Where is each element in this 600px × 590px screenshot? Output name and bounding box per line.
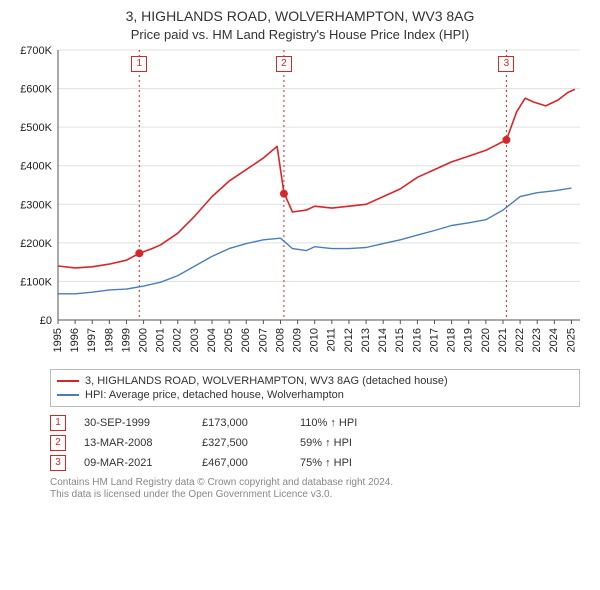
legend-label: 3, HIGHLANDS ROAD, WOLVERHAMPTON, WV3 8A… <box>85 375 448 387</box>
marker-row: 3 09-MAR-2021 £467,000 75% ↑ HPI <box>50 453 580 473</box>
marker-price: £327,500 <box>202 437 282 449</box>
svg-text:2024: 2024 <box>548 328 560 352</box>
svg-text:2006: 2006 <box>240 328 252 352</box>
svg-text:2022: 2022 <box>514 328 526 352</box>
svg-text:1999: 1999 <box>120 328 132 352</box>
svg-text:2010: 2010 <box>309 328 321 352</box>
svg-text:£0: £0 <box>40 315 52 327</box>
chart-title: 3, HIGHLANDS ROAD, WOLVERHAMPTON, WV3 8A… <box>10 8 590 25</box>
svg-text:1998: 1998 <box>103 328 115 352</box>
marker-pct: 75% ↑ HPI <box>300 457 390 469</box>
svg-text:£200K: £200K <box>20 238 52 250</box>
marker-badge: 2 <box>50 435 66 451</box>
svg-text:1997: 1997 <box>86 328 98 352</box>
svg-text:£700K: £700K <box>20 46 52 57</box>
chart-marker-badge: 1 <box>131 56 147 72</box>
svg-text:2023: 2023 <box>531 328 543 352</box>
svg-text:2007: 2007 <box>257 328 269 352</box>
marker-date: 09-MAR-2021 <box>84 457 184 469</box>
marker-price: £467,000 <box>202 457 282 469</box>
license-line: This data is licensed under the Open Gov… <box>50 489 580 502</box>
legend-label: HPI: Average price, detached house, Wolv… <box>85 389 344 401</box>
svg-text:2011: 2011 <box>326 328 338 352</box>
svg-text:2014: 2014 <box>377 328 389 352</box>
svg-text:£600K: £600K <box>20 83 52 95</box>
legend-item: 3, HIGHLANDS ROAD, WOLVERHAMPTON, WV3 8A… <box>57 374 573 388</box>
license-line: Contains HM Land Registry data © Crown c… <box>50 477 580 490</box>
svg-text:2001: 2001 <box>155 328 167 352</box>
svg-text:£500K: £500K <box>20 122 52 134</box>
svg-text:2003: 2003 <box>189 328 201 352</box>
svg-text:2002: 2002 <box>172 328 184 352</box>
legend-item: HPI: Average price, detached house, Wolv… <box>57 388 573 402</box>
license-text: Contains HM Land Registry data © Crown c… <box>50 477 580 502</box>
svg-text:2015: 2015 <box>394 328 406 352</box>
svg-text:2021: 2021 <box>497 328 509 352</box>
svg-text:2025: 2025 <box>565 328 577 352</box>
page-root: 3, HIGHLANDS ROAD, WOLVERHAMPTON, WV3 8A… <box>0 0 600 590</box>
svg-text:2009: 2009 <box>292 328 304 352</box>
marker-date: 30-SEP-1999 <box>84 417 184 429</box>
marker-pct: 59% ↑ HPI <box>300 437 390 449</box>
marker-pct: 110% ↑ HPI <box>300 417 390 429</box>
svg-text:2008: 2008 <box>274 328 286 352</box>
svg-text:1995: 1995 <box>52 328 64 352</box>
legend: 3, HIGHLANDS ROAD, WOLVERHAMPTON, WV3 8A… <box>50 369 580 407</box>
svg-text:£100K: £100K <box>20 276 52 288</box>
svg-text:2004: 2004 <box>206 328 218 352</box>
marker-row: 2 13-MAR-2008 £327,500 59% ↑ HPI <box>50 433 580 453</box>
legend-swatch <box>57 380 79 382</box>
legend-swatch <box>57 394 79 396</box>
svg-text:2020: 2020 <box>480 328 492 352</box>
svg-text:2019: 2019 <box>463 328 475 352</box>
chart-marker-badge: 3 <box>498 56 514 72</box>
chart-marker-badge: 2 <box>276 56 292 72</box>
marker-date: 13-MAR-2008 <box>84 437 184 449</box>
svg-text:2018: 2018 <box>446 328 458 352</box>
svg-text:2005: 2005 <box>223 328 235 352</box>
chart-container: £0 £100K £200K £300K £400K £500K £600K £700K 199… <box>10 46 590 361</box>
marker-row: 1 30-SEP-1999 £173,000 110% ↑ HPI <box>50 413 580 433</box>
marker-price: £173,000 <box>202 417 282 429</box>
marker-badge: 3 <box>50 455 66 471</box>
marker-table: 1 30-SEP-1999 £173,000 110% ↑ HPI 2 13-M… <box>50 413 580 473</box>
svg-text:2016: 2016 <box>411 328 423 352</box>
svg-text:2012: 2012 <box>343 328 355 352</box>
marker-badge: 1 <box>50 415 66 431</box>
svg-text:1996: 1996 <box>69 328 81 352</box>
svg-text:2017: 2017 <box>428 328 440 352</box>
price-chart: £0 £100K £200K £300K £400K £500K £600K £700K 199… <box>10 46 590 361</box>
chart-subtitle: Price paid vs. HM Land Registry's House … <box>10 27 590 42</box>
svg-text:2000: 2000 <box>137 328 149 352</box>
svg-text:£400K: £400K <box>20 161 52 173</box>
svg-text:£300K: £300K <box>20 199 52 211</box>
svg-text:2013: 2013 <box>360 328 372 352</box>
